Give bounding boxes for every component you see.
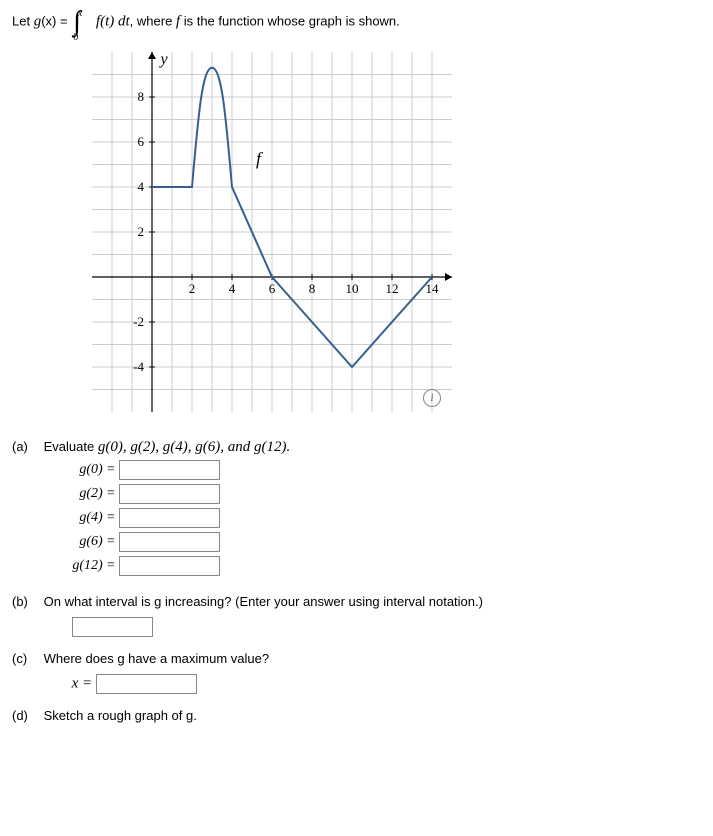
answer-input-4[interactable] [119, 556, 220, 576]
answer-row: g(2) = [62, 484, 684, 504]
part-d: (d) Sketch a rough graph of g. [12, 708, 701, 723]
answer-input-3[interactable] [119, 532, 220, 552]
part-c-input[interactable] [96, 674, 197, 694]
paren-x: (x) = [41, 13, 71, 28]
answer-input-0[interactable] [119, 460, 220, 480]
svg-text:10: 10 [346, 281, 359, 296]
problem-prompt: Let g(x) = ∫x0 f(t) dt, where f is the f… [12, 8, 701, 36]
svg-text:2: 2 [138, 224, 145, 239]
integrand: f(t) dt [96, 13, 130, 29]
svg-text:-4: -4 [133, 359, 144, 374]
part-a-label: (a) [12, 439, 40, 454]
part-a-text-pre: Evaluate [44, 439, 98, 454]
svg-text:8: 8 [138, 89, 145, 104]
function-graph: 24681012142468-2-4tyf [92, 52, 452, 412]
answer-row: g(0) = [62, 460, 684, 480]
answer-label: g(2) = [62, 486, 116, 502]
svg-text:6: 6 [138, 134, 145, 149]
part-a: (a) Evaluate g(0), g(2), g(4), g(6), and… [12, 439, 701, 580]
part-c: (c) Where does g have a maximum value? x… [12, 651, 701, 694]
answer-label: g(4) = [62, 510, 116, 526]
part-b-text: On what interval is g increasing? (Enter… [44, 594, 483, 609]
prompt-pre: Let [12, 13, 34, 28]
svg-text:2: 2 [189, 281, 196, 296]
part-d-text: Sketch a rough graph of g. [44, 708, 197, 723]
svg-text:-2: -2 [133, 314, 144, 329]
part-a-items: g(0), g(2), g(4), g(6), and g(12). [98, 439, 290, 455]
answer-input-1[interactable] [119, 484, 220, 504]
part-b: (b) On what interval is g increasing? (E… [12, 594, 701, 637]
svg-text:6: 6 [269, 281, 276, 296]
part-b-input[interactable] [72, 617, 153, 637]
answer-row: g(6) = [62, 532, 684, 552]
svg-text:4: 4 [229, 281, 236, 296]
prompt-post: , where [130, 13, 176, 28]
part-c-text: Where does g have a maximum value? [44, 651, 269, 666]
answer-label: g(6) = [62, 534, 116, 550]
part-c-var: x = [72, 675, 93, 691]
answer-label: g(12) = [62, 558, 116, 574]
int-upper: x [78, 8, 82, 19]
svg-text:4: 4 [138, 179, 145, 194]
info-icon[interactable]: i [423, 389, 441, 407]
part-c-label: (c) [12, 651, 40, 666]
chart-container: 24681012142468-2-4tyf i [12, 42, 701, 425]
svg-text:8: 8 [309, 281, 316, 296]
svg-text:y: y [158, 52, 168, 68]
answer-row: g(12) = [62, 556, 684, 576]
part-d-label: (d) [12, 708, 40, 723]
prompt-post2: is the function whose graph is shown. [180, 13, 400, 28]
answer-input-2[interactable] [119, 508, 220, 528]
part-b-label: (b) [12, 594, 40, 609]
integral-symbol: ∫x0 [73, 8, 90, 36]
svg-text:12: 12 [386, 281, 399, 296]
answer-label: g(0) = [62, 462, 116, 478]
answer-row: g(4) = [62, 508, 684, 528]
